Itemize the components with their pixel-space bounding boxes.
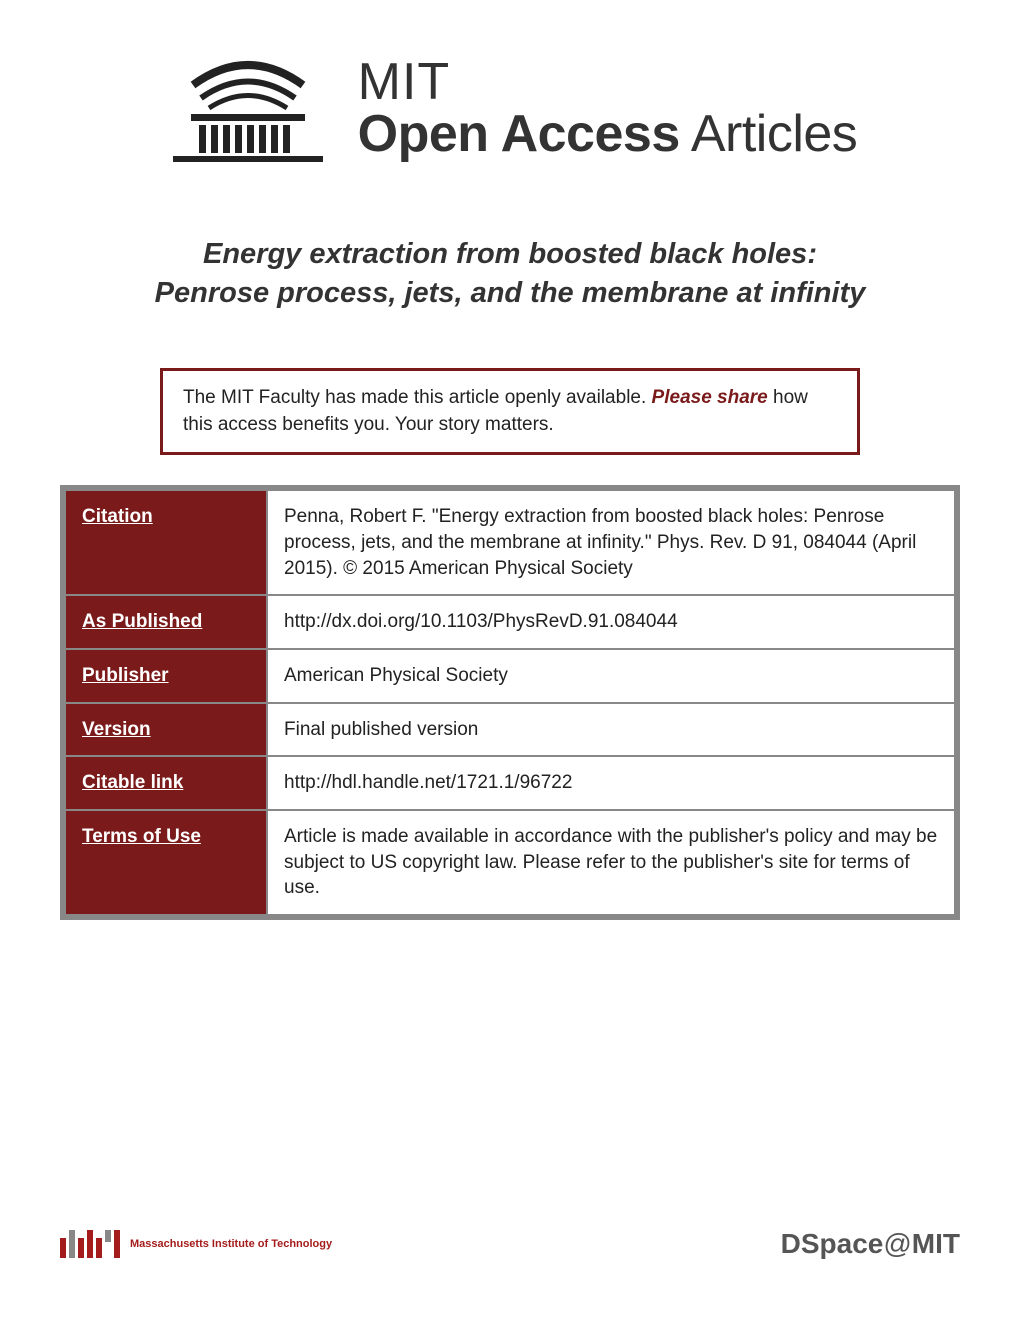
citation-label: Citation — [66, 491, 266, 594]
table-row: Publisher American Physical Society — [66, 650, 954, 702]
footer-institution: Massachusetts Institute of Technology — [130, 1238, 332, 1250]
logo-open-access-text: Open Access Articles — [358, 108, 858, 160]
article-title: Energy extraction from boosted black hol… — [60, 235, 960, 313]
table-row: Version Final published version — [66, 704, 954, 756]
page-footer: Massachusetts Institute of Technology DS… — [60, 1228, 960, 1260]
as-published-value[interactable]: http://dx.doi.org/10.1103/PhysRevD.91.08… — [268, 596, 954, 648]
metadata-table: Citation Penna, Robert F. "Energy extrac… — [60, 485, 960, 919]
citable-link-value[interactable]: http://hdl.handle.net/1721.1/96722 — [268, 757, 954, 809]
table-row: Citation Penna, Robert F. "Energy extrac… — [66, 491, 954, 594]
publisher-value: American Physical Society — [268, 650, 954, 702]
dspace-logo: DSpace@MIT — [781, 1228, 960, 1260]
table-row: As Published http://dx.doi.org/10.1103/P… — [66, 596, 954, 648]
terms-label: Terms of Use — [66, 811, 266, 914]
mit-dome-icon — [163, 50, 333, 165]
share-notice-box: The MIT Faculty has made this article op… — [160, 368, 860, 455]
as-published-label: As Published — [66, 596, 266, 648]
version-label: Version — [66, 704, 266, 756]
footer-mit-logo: Massachusetts Institute of Technology — [60, 1230, 332, 1258]
logo-text: MIT Open Access Articles — [358, 56, 858, 160]
mit-bars-icon — [60, 1230, 120, 1258]
citation-value: Penna, Robert F. "Energy extraction from… — [268, 491, 954, 594]
table-row: Citable link http://hdl.handle.net/1721.… — [66, 757, 954, 809]
logo-mit-text: MIT — [358, 56, 858, 108]
table-row: Terms of Use Article is made available i… — [66, 811, 954, 914]
share-prefix: The MIT Faculty has made this article op… — [183, 387, 652, 408]
citable-link-label: Citable link — [66, 757, 266, 809]
publisher-label: Publisher — [66, 650, 266, 702]
terms-value: Article is made available in accordance … — [268, 811, 954, 914]
header-logo: MIT Open Access Articles — [60, 50, 960, 165]
version-value: Final published version — [268, 704, 954, 756]
please-share-link[interactable]: Please share — [652, 387, 768, 408]
